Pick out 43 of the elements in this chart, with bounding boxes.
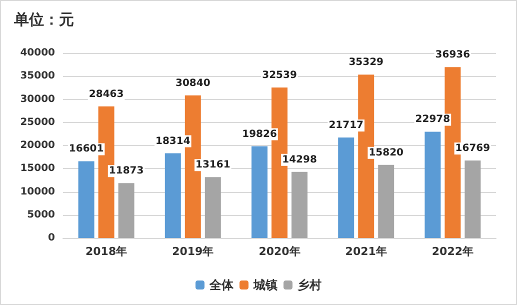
- data-label: 19826: [242, 128, 277, 140]
- data-label: 28463: [88, 88, 124, 100]
- bar: [78, 161, 94, 238]
- bar: [118, 183, 134, 238]
- data-label: 18314: [156, 136, 190, 147]
- bar: [464, 160, 481, 238]
- data-label: 30840: [176, 78, 210, 89]
- y-tick-label: 35000: [20, 70, 56, 82]
- chart-title: 单位：元: [13, 10, 74, 28]
- y-tick-label: 20000: [20, 140, 56, 151]
- bar: [292, 172, 308, 238]
- data-label: 13161: [196, 160, 230, 171]
- data-label: 14298: [282, 154, 317, 166]
- data-label: 11873: [108, 166, 144, 177]
- data-label: 21717: [328, 120, 364, 132]
- bar: [378, 164, 394, 238]
- x-tick-label: 2018年: [85, 245, 128, 258]
- legend-label: 乡村: [298, 278, 322, 292]
- y-tick-label: 30000: [20, 94, 56, 105]
- bar: [338, 138, 354, 238]
- data-label: 15820: [368, 147, 404, 158]
- data-label: 16769: [455, 142, 490, 154]
- bar: [252, 146, 268, 238]
- y-tick-label: 0: [48, 232, 56, 244]
- legend-label: 城镇: [252, 278, 278, 292]
- x-tick-label: 2022年: [432, 245, 474, 258]
- bar: [204, 177, 221, 238]
- data-label: 36936: [435, 50, 470, 61]
- data-label: 35329: [348, 57, 384, 68]
- y-tick-label: 15000: [20, 163, 56, 174]
- legend-label: 全体: [208, 278, 234, 292]
- y-tick-label: 5000: [27, 209, 56, 220]
- y-tick-label: 40000: [20, 48, 56, 58]
- y-tick-label: 25000: [20, 116, 56, 128]
- data-label: 32539: [262, 70, 297, 82]
- bar: [424, 132, 441, 238]
- x-tick-label: 2021年: [345, 245, 387, 258]
- x-tick-label: 2019年: [172, 245, 214, 258]
- y-tick-label: 10000: [20, 186, 56, 198]
- bar: [164, 153, 181, 238]
- data-label: 22978: [415, 114, 450, 126]
- x-tick-label: 2020年: [258, 245, 300, 258]
- data-label: 16601: [68, 144, 104, 155]
